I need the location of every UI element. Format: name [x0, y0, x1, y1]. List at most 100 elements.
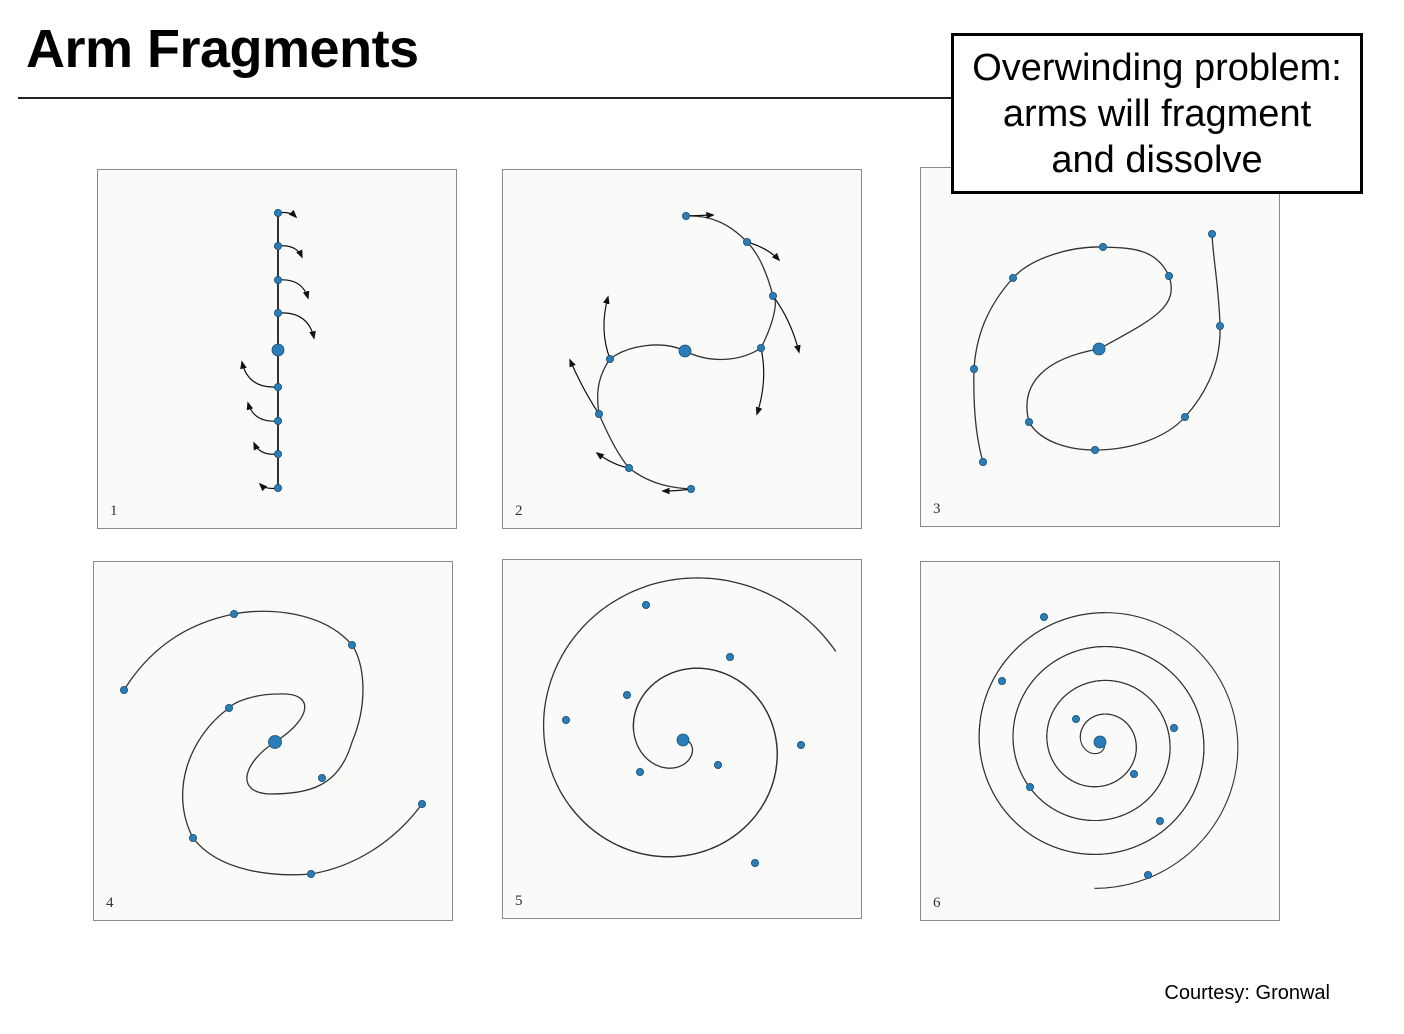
- star-node: [1164, 272, 1173, 281]
- rotation-arrow: [277, 279, 310, 300]
- star-node: [595, 409, 604, 418]
- star-node: [317, 773, 326, 782]
- spiral-arm: [596, 344, 692, 490]
- panel-6: 6: [920, 561, 1280, 921]
- star-node: [625, 463, 634, 472]
- star-node: [623, 690, 632, 699]
- star-node: [756, 343, 765, 352]
- motion-arrow: [661, 487, 692, 495]
- star-node: [1026, 782, 1035, 791]
- star-node: [1098, 243, 1107, 252]
- credit-text: Courtesy: Gronwal: [1164, 982, 1330, 1004]
- motion-arrow: [755, 347, 765, 416]
- star-node: [641, 601, 650, 610]
- center-node: [271, 343, 285, 357]
- rotation-arrow: [277, 312, 316, 340]
- panel-1: 1: [97, 169, 457, 529]
- panel-1-diagram: [240, 209, 316, 492]
- star-node: [273, 483, 282, 492]
- panel-2-diagram: [569, 211, 801, 495]
- callout-line-2: arms will fragment: [1002, 92, 1312, 135]
- star-node: [686, 484, 695, 493]
- star-node: [562, 715, 571, 724]
- center-node: [676, 733, 690, 747]
- spiral-arm: [123, 610, 364, 795]
- callout-line-1: Overwinding problem:: [972, 46, 1342, 89]
- star-node: [681, 212, 690, 221]
- panel-3-number: 3: [933, 501, 941, 517]
- star-node: [1207, 230, 1216, 239]
- star-node: [998, 677, 1007, 686]
- panel-3: 3: [920, 167, 1280, 527]
- motion-arrow: [685, 211, 715, 219]
- motion-arrow: [569, 358, 600, 415]
- star-node: [1071, 714, 1080, 723]
- panel-5-diagram: [542, 577, 837, 867]
- star-node: [273, 242, 282, 251]
- title-divider: [18, 97, 958, 99]
- star-node: [750, 858, 759, 867]
- motion-arrow: [595, 451, 630, 469]
- star-node: [1129, 769, 1138, 778]
- star-node: [970, 364, 979, 373]
- center-node: [1092, 342, 1106, 356]
- center-node: [1093, 735, 1107, 749]
- star-node: [273, 308, 282, 317]
- star-node: [1180, 412, 1189, 421]
- panel-6-number: 6: [933, 895, 941, 911]
- panel-4-number: 4: [106, 895, 114, 911]
- star-node: [1009, 274, 1018, 283]
- spiral-arm: [973, 246, 1172, 463]
- star-node: [273, 382, 282, 391]
- spiral-arm: [181, 693, 423, 876]
- panel-4: 4: [93, 561, 453, 921]
- star-node: [1143, 870, 1152, 879]
- callout-box: Overwinding problem: arms will fragment …: [951, 33, 1363, 194]
- star-node: [306, 869, 315, 878]
- panel-2: 2: [502, 169, 862, 529]
- star-node: [229, 610, 238, 619]
- panel-5-number: 5: [515, 893, 523, 909]
- star-node: [273, 416, 282, 425]
- star-node: [1040, 613, 1049, 622]
- star-node: [979, 457, 988, 466]
- page-title: Arm Fragments: [26, 19, 419, 79]
- star-node: [1025, 417, 1034, 426]
- star-node: [796, 740, 805, 749]
- center-node: [268, 735, 282, 749]
- star-node: [1155, 816, 1164, 825]
- spiral-arm: [978, 612, 1239, 889]
- panel-1-number: 1: [110, 503, 118, 519]
- star-node: [417, 799, 426, 808]
- spiral-arm: [569, 667, 778, 858]
- star-node: [1090, 445, 1099, 454]
- panel-3-diagram: [970, 230, 1224, 466]
- spiral-arm: [1026, 233, 1221, 451]
- panel-5: 5: [502, 559, 862, 919]
- panel-6-diagram: [978, 612, 1239, 889]
- star-node: [273, 209, 282, 218]
- star-node: [347, 641, 356, 650]
- star-node: [742, 238, 751, 247]
- motion-arrow: [602, 295, 611, 360]
- star-node: [1215, 321, 1224, 330]
- star-node: [189, 833, 198, 842]
- spiral-arm: [542, 577, 837, 858]
- star-node: [273, 276, 282, 285]
- star-node: [768, 292, 777, 301]
- panel-4-diagram: [119, 610, 426, 878]
- motion-arrow: [772, 295, 801, 354]
- star-node: [224, 703, 233, 712]
- center-node: [678, 344, 692, 358]
- spiral-arm: [684, 215, 776, 361]
- callout-line-3: and dissolve: [1051, 138, 1263, 181]
- rotation-arrow: [246, 401, 279, 422]
- star-node: [725, 653, 734, 662]
- star-node: [606, 354, 615, 363]
- star-node: [713, 760, 722, 769]
- star-node: [273, 449, 282, 458]
- rotation-arrow: [240, 360, 279, 388]
- motion-arrow: [746, 241, 781, 262]
- star-node: [119, 686, 128, 695]
- star-node: [1169, 723, 1178, 732]
